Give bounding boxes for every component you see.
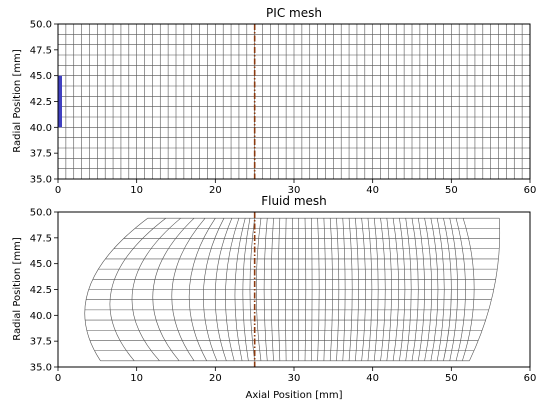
fluid-mesh-curve <box>386 218 392 361</box>
fluid-mesh-curve <box>355 218 359 361</box>
fluid-mesh-curve <box>443 218 452 361</box>
fluid-y-tick-label: 40.0 <box>30 311 52 322</box>
fluid-y-tick-label: 50.0 <box>30 208 52 219</box>
fluid-y-tick-label: 47.5 <box>30 233 52 244</box>
fluid-mesh-curve <box>411 218 419 361</box>
pic-y-tick-label: 42.5 <box>30 97 52 108</box>
fluid-x-tick-label: 0 <box>55 373 61 384</box>
fluid-mesh-curve <box>225 218 240 361</box>
fluid-mesh-curve <box>348 218 353 361</box>
fluid-mesh-curve <box>109 217 166 361</box>
pic-y-tick-label: 50.0 <box>30 20 52 31</box>
fluid-mesh-curve <box>336 218 340 361</box>
fluid-y-tick-label: 42.5 <box>30 285 52 296</box>
pic-x-tick-label: 40 <box>366 185 379 196</box>
fluid-mesh-curve <box>373 218 379 361</box>
fluid-mesh-curve <box>380 218 386 361</box>
particle-source-marker <box>58 75 62 128</box>
pic-x-tick-label: 50 <box>445 185 458 196</box>
fluid-mesh-curve <box>311 218 313 361</box>
pic-x-tick-label: 10 <box>130 185 143 196</box>
fluid-mesh-curve <box>255 218 262 361</box>
fluid-mesh-curve <box>329 218 333 361</box>
pic-y-tick-label: 37.5 <box>30 149 52 160</box>
fluid-mesh-curve <box>84 217 148 361</box>
fluid-mesh-curve <box>342 218 346 361</box>
fluid-x-tick-label: 20 <box>209 373 222 384</box>
fluid-y-tick-label: 35.0 <box>30 363 52 374</box>
fluid-mesh-curve <box>188 218 216 361</box>
fluid-mesh-curve <box>361 218 366 361</box>
fluid-y-tick-label: 45.0 <box>30 259 52 270</box>
fluid-mesh-curve <box>367 218 373 361</box>
fluid-mesh-curve <box>263 218 268 361</box>
fluid-mesh-curve <box>304 218 307 361</box>
fluid-mesh-curve <box>455 218 466 361</box>
fluid-mesh-curve <box>436 218 445 361</box>
fluid-mesh-curve <box>203 218 225 361</box>
pic-y-axis-label: Radial Position [mm] <box>12 49 23 153</box>
fluid-mesh-curve <box>131 217 181 362</box>
fluid-mesh-curve <box>317 218 320 361</box>
fluid-mesh-curve <box>417 218 425 361</box>
fluid-mesh-curve <box>430 218 439 361</box>
pic-x-tick-label: 0 <box>55 185 61 196</box>
fluid-x-tick-label: 40 <box>366 373 379 384</box>
pic-y-tick-label: 45.0 <box>30 71 52 82</box>
fluid-x-tick-label: 50 <box>445 373 458 384</box>
fluid-mesh-curve <box>234 218 246 361</box>
fluid-x-tick-label: 30 <box>288 373 301 384</box>
fluid-mesh-curve <box>242 218 251 361</box>
fluid-mesh-curve <box>462 218 475 361</box>
fluid-mesh-curve <box>214 218 233 361</box>
fluid-mesh-curve <box>323 218 326 361</box>
fluid-x-tick-label: 10 <box>130 373 143 384</box>
fluid-mesh-curve <box>449 218 458 361</box>
pic-mesh-title: PIC mesh <box>266 6 322 20</box>
fluid-mesh-curve <box>392 218 399 361</box>
fluid-y-tick-label: 37.5 <box>30 337 52 348</box>
pic-y-tick-label: 40.0 <box>30 123 52 134</box>
fluid-mesh-curve <box>270 218 274 361</box>
fluid-mesh-curve <box>405 218 412 361</box>
fluid-mesh-curve <box>285 218 287 361</box>
fluid-x-tick-label: 60 <box>524 373 537 384</box>
fluid-mesh-curve <box>152 217 195 361</box>
pic-y-tick-label: 47.5 <box>30 45 52 56</box>
pic-x-tick-label: 20 <box>209 185 222 196</box>
fluid-mesh-title: Fluid mesh <box>261 194 327 208</box>
fluid-mesh-curve <box>399 218 406 361</box>
fluid-mesh-curve <box>424 218 432 361</box>
pic-x-tick-label: 60 <box>524 185 537 196</box>
fluid-mesh-curve <box>171 218 206 361</box>
fluid-y-axis-label: Radial Position [mm] <box>12 237 23 341</box>
fluid-mesh-curve <box>277 218 281 361</box>
pic-x-tick-label: 30 <box>288 185 301 196</box>
pic-y-tick-label: 35.0 <box>30 175 52 186</box>
x-axis-label: Axial Position [mm] <box>245 390 342 401</box>
fluid-mesh-curve <box>249 218 255 361</box>
fluid-mesh-curve <box>469 218 501 361</box>
